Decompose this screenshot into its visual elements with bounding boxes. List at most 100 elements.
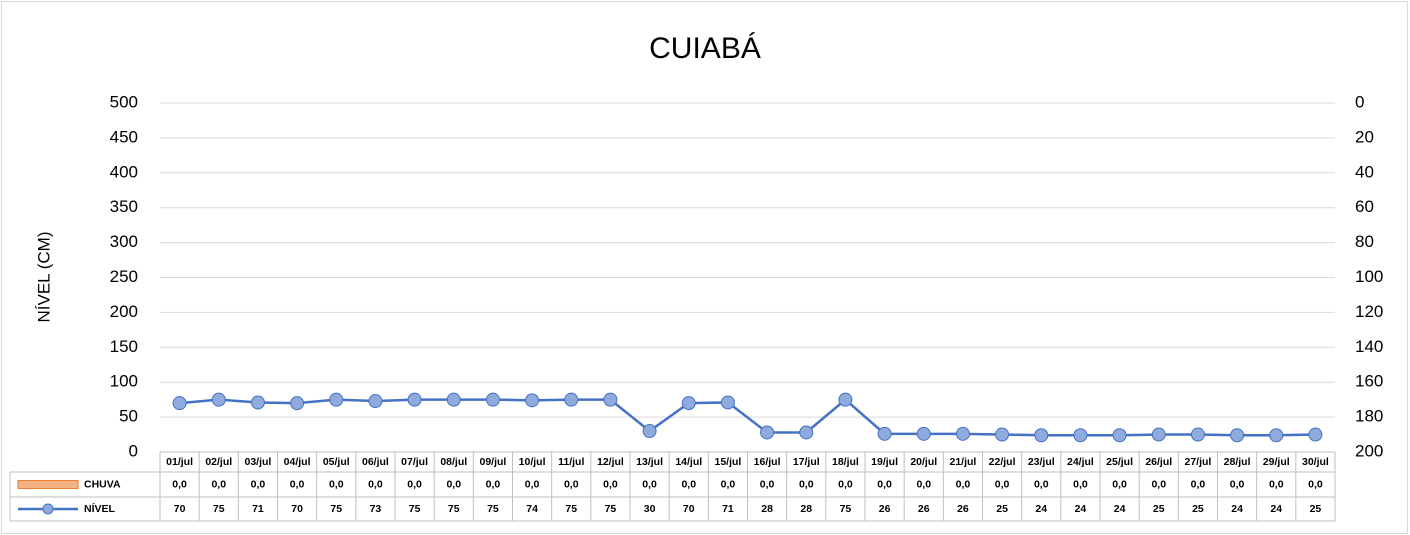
data-label: 26 — [957, 503, 969, 515]
marker — [1308, 427, 1323, 442]
marker — [525, 393, 540, 408]
y2-tick-label: 80 — [1355, 232, 1374, 251]
x-tick-label: 25/jul — [1106, 456, 1133, 468]
data-label: 25 — [1192, 503, 1204, 515]
data-label: 24 — [1270, 503, 1282, 515]
marker — [368, 394, 383, 409]
data-label: 0,0 — [1230, 478, 1245, 490]
data-label: 0,0 — [1269, 478, 1284, 490]
marker — [642, 424, 657, 439]
data-label: 25 — [1153, 503, 1165, 515]
y2-tick-label: 20 — [1355, 127, 1374, 146]
data-label: 75 — [448, 503, 460, 515]
x-tick-label: 23/jul — [1028, 456, 1055, 468]
marker — [290, 396, 305, 411]
data-label: 0,0 — [446, 478, 461, 490]
data-label: 0,0 — [642, 478, 657, 490]
data-label: 75 — [605, 503, 617, 515]
data-label: 0,0 — [1073, 478, 1088, 490]
y2-tick-label: 60 — [1355, 197, 1374, 216]
y-tick-label: 50 — [119, 407, 138, 426]
marker — [955, 426, 970, 441]
marker — [1073, 428, 1088, 443]
data-label: 0,0 — [172, 478, 187, 490]
marker — [838, 392, 853, 407]
data-label: 75 — [330, 503, 342, 515]
y-axis-label: NÍVEL (CM) — [34, 232, 53, 323]
marker — [172, 396, 187, 411]
data-label: 0,0 — [799, 478, 814, 490]
marker — [877, 426, 892, 441]
x-tick-label: 18/jul — [832, 456, 859, 468]
data-label: 0,0 — [838, 478, 853, 490]
data-label: 0,0 — [916, 478, 931, 490]
data-label: 70 — [683, 503, 695, 515]
data-label: 0,0 — [1191, 478, 1206, 490]
x-tick-label: 10/jul — [519, 456, 546, 468]
data-label: 0,0 — [681, 478, 696, 490]
data-label: 0,0 — [1151, 478, 1166, 490]
y2-tick-label: 120 — [1355, 302, 1383, 321]
y-tick-label: 250 — [110, 267, 138, 286]
marker — [329, 392, 344, 407]
data-label: 0,0 — [603, 478, 618, 490]
data-label: 74 — [526, 503, 538, 515]
data-label: 75 — [487, 503, 499, 515]
data-label: 0,0 — [211, 478, 226, 490]
x-tick-label: 09/jul — [479, 456, 506, 468]
data-label: 71 — [252, 503, 264, 515]
marker — [1190, 427, 1205, 442]
chart-title: CUIABÁ — [649, 32, 761, 65]
marker — [603, 392, 618, 407]
x-tick-label: 20/jul — [910, 456, 937, 468]
y2-tick-label: 0 — [1355, 92, 1364, 111]
x-tick-label: 07/jul — [401, 456, 428, 468]
marker — [681, 396, 696, 411]
y-tick-label: 0 — [129, 441, 138, 460]
data-label: 28 — [761, 503, 773, 515]
x-tick-label: 24/jul — [1067, 456, 1094, 468]
marker — [485, 392, 500, 407]
data-label: 71 — [722, 503, 734, 515]
x-tick-label: 01/jul — [166, 456, 193, 468]
legend-key — [17, 480, 79, 489]
x-tick-label: 13/jul — [636, 456, 663, 468]
data-label: 0,0 — [407, 478, 422, 490]
x-tick-label: 14/jul — [675, 456, 702, 468]
data-label: 0,0 — [329, 478, 344, 490]
marker — [1112, 428, 1127, 443]
marker — [799, 425, 814, 440]
marker — [720, 395, 735, 410]
legend-label: NÍVEL — [84, 502, 116, 515]
x-tick-label: 26/jul — [1145, 456, 1172, 468]
x-tick-label: 22/jul — [989, 456, 1016, 468]
marker — [916, 426, 931, 441]
data-label: 0,0 — [1034, 478, 1049, 490]
data-label: 0,0 — [564, 478, 579, 490]
data-label: 24 — [1035, 503, 1047, 515]
y-tick-label: 350 — [110, 197, 138, 216]
data-label: 24 — [1075, 503, 1087, 515]
data-label: 0,0 — [486, 478, 501, 490]
x-tick-label: 16/jul — [754, 456, 781, 468]
marker — [407, 392, 422, 407]
marker — [446, 392, 461, 407]
x-tick-label: 27/jul — [1184, 456, 1211, 468]
data-label: 0,0 — [760, 478, 775, 490]
data-label: 70 — [174, 503, 186, 515]
marker — [995, 427, 1010, 442]
data-label: 75 — [565, 503, 577, 515]
marker — [1151, 427, 1166, 442]
marker — [211, 392, 226, 407]
x-tick-label: 19/jul — [871, 456, 898, 468]
data-label: 70 — [291, 503, 303, 515]
data-label: 75 — [840, 503, 852, 515]
y-tick-label: 400 — [110, 162, 138, 181]
y2-tick-label: 180 — [1355, 407, 1383, 426]
x-tick-label: 21/jul — [949, 456, 976, 468]
data-label: 24 — [1114, 503, 1126, 515]
data-label: 0,0 — [1308, 478, 1323, 490]
y-tick-label: 100 — [110, 372, 138, 391]
x-tick-label: 29/jul — [1263, 456, 1290, 468]
